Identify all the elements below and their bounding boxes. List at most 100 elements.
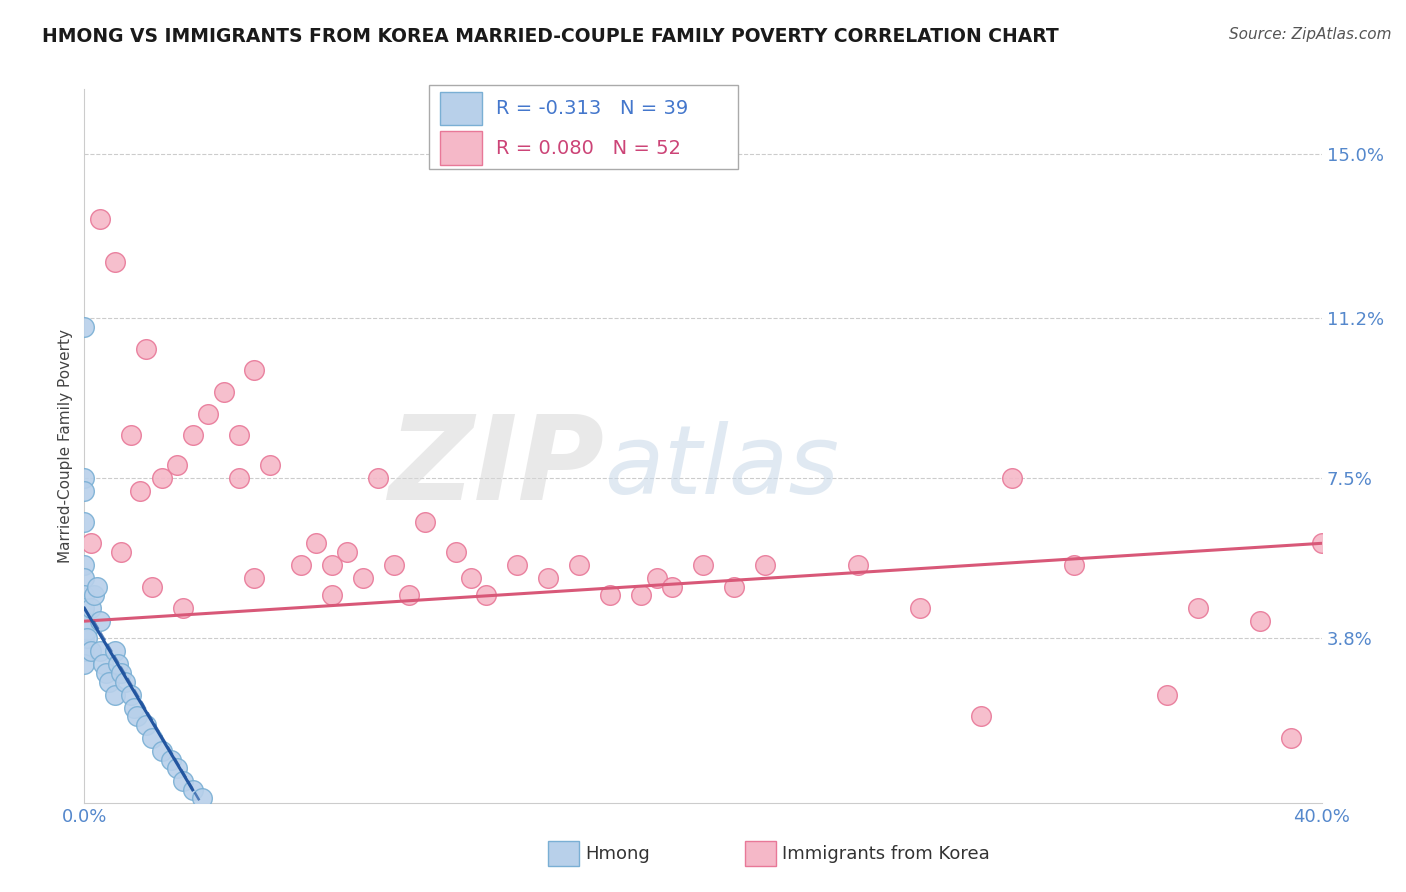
Point [1279,731,1302,745]
Point [754,558,776,572]
Point [444,545,467,559]
Point [460,571,482,585]
Point [172,601,194,615]
Point [228,428,250,442]
Point [91,657,114,672]
Point [630,588,652,602]
Point [568,558,591,572]
Point [191,791,214,805]
Y-axis label: Married-Couple Family Poverty: Married-Couple Family Poverty [58,329,73,563]
Point [166,458,188,473]
Point [120,428,142,442]
Point [79,601,101,615]
Point [305,536,328,550]
Point [135,342,157,356]
Point [321,588,343,602]
Point [73,515,96,529]
Point [110,666,132,681]
Point [122,700,145,714]
Point [83,588,105,602]
Text: R = -0.313   N = 39: R = -0.313 N = 39 [496,99,689,118]
Point [352,571,374,585]
Point [1310,536,1333,550]
Point [1249,614,1271,628]
Point [76,623,98,637]
Point [73,471,96,485]
Point [259,458,281,473]
Point [1001,471,1024,485]
Point [645,571,668,585]
Point [73,571,96,585]
Point [104,255,127,269]
Point [160,753,183,767]
Point [172,774,194,789]
Point [1156,688,1178,702]
Point [336,545,359,559]
Point [73,588,96,602]
Point [73,614,96,628]
Point [89,644,111,658]
Text: Immigrants from Korea: Immigrants from Korea [782,845,990,863]
Point [129,484,152,499]
Point [73,601,96,615]
Point [76,632,98,646]
Point [141,731,163,745]
Point [908,601,931,615]
Point [398,588,420,602]
Point [506,558,529,572]
Point [382,558,405,572]
Point [290,558,312,572]
Point [150,744,173,758]
Point [181,428,204,442]
Point [73,558,96,572]
Point [79,644,101,658]
Point [135,718,157,732]
Point [537,571,560,585]
Text: Source: ZipAtlas.com: Source: ZipAtlas.com [1229,27,1392,42]
Point [181,782,204,797]
Point [723,580,745,594]
Text: ZIP: ZIP [388,410,605,524]
Point [367,471,389,485]
Point [73,320,96,334]
Point [104,644,127,658]
Text: atlas: atlas [605,421,839,514]
Point [243,363,266,377]
Point [125,709,148,723]
Text: R = 0.080   N = 52: R = 0.080 N = 52 [496,139,682,158]
Point [413,515,436,529]
Point [120,688,142,702]
Point [73,632,96,646]
Point [166,761,188,775]
Point [475,588,498,602]
Point [243,571,266,585]
Point [141,580,163,594]
Point [73,484,96,499]
Point [89,614,111,628]
Point [86,580,108,594]
Point [1187,601,1209,615]
Point [197,407,219,421]
Point [150,471,173,485]
Point [110,545,132,559]
Point [228,471,250,485]
Point [692,558,714,572]
Point [321,558,343,572]
Point [1063,558,1085,572]
Point [94,666,117,681]
Point [212,384,235,399]
Text: HMONG VS IMMIGRANTS FROM KOREA MARRIED-COUPLE FAMILY POVERTY CORRELATION CHART: HMONG VS IMMIGRANTS FROM KOREA MARRIED-C… [42,27,1059,45]
Point [599,588,621,602]
Point [79,536,101,550]
Point [98,674,121,689]
Point [661,580,683,594]
Point [89,211,111,226]
Point [107,657,129,672]
Point [104,688,127,702]
Point [970,709,993,723]
Text: Hmong: Hmong [585,845,650,863]
Point [73,657,96,672]
Point [114,674,136,689]
Point [73,644,96,658]
Point [846,558,869,572]
